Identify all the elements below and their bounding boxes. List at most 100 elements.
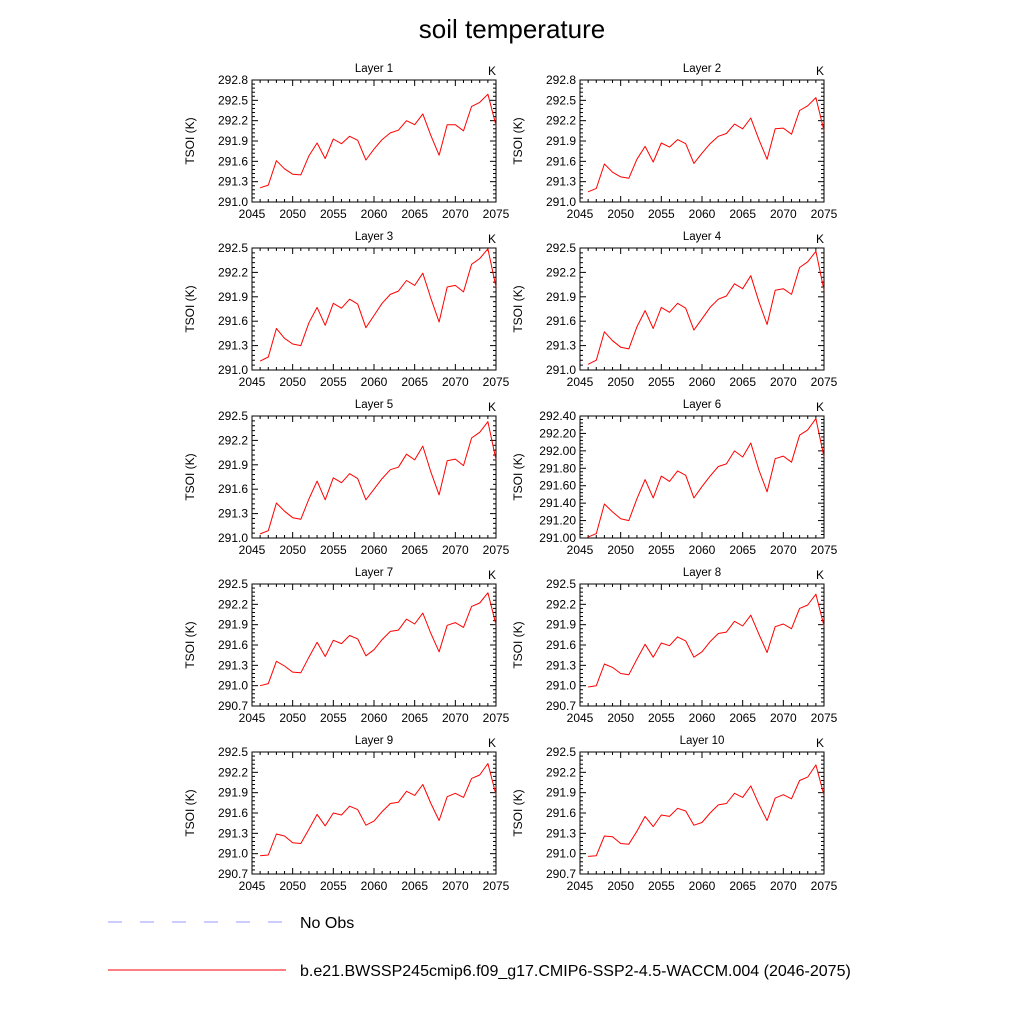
x-tick-label: 2070: [770, 879, 797, 893]
y-tick-label: 292.00: [539, 444, 576, 458]
series-line: [587, 250, 825, 365]
x-tick-label: 2075: [483, 879, 510, 893]
x-tick-label: 2050: [279, 711, 306, 725]
x-tick-label: 2050: [607, 711, 634, 725]
x-tick-label: 2075: [483, 543, 510, 557]
y-tick-label: 291.40: [539, 496, 576, 510]
y-tick-label: 292.2: [546, 597, 576, 611]
x-tick-label: 2045: [567, 543, 594, 557]
x-tick-label: 2075: [483, 711, 510, 725]
y-tick-label: 291.3: [218, 507, 248, 521]
x-tick-label: 2060: [689, 207, 716, 221]
y-tick-label: 292.2: [218, 114, 248, 128]
x-tick-label: 2055: [648, 711, 675, 725]
x-tick-label: 2065: [729, 375, 756, 389]
y-tick-label: 291.6: [218, 314, 248, 328]
x-tick-label: 2055: [320, 543, 347, 557]
x-tick-label: 2070: [442, 711, 469, 725]
y-axis-label: TSOI (K): [511, 789, 525, 836]
y-axis-label: TSOI (K): [183, 621, 197, 668]
legend-label-2: b.e21.BWSSP245cmip6.f09_g17.CMIP6-SSP2-4…: [300, 963, 851, 980]
y-tick-label: 291.80: [539, 461, 576, 475]
y-tick-label: 292.5: [546, 241, 576, 255]
y-tick-label: 291.9: [546, 618, 576, 632]
y-tick-label: 291.3: [218, 339, 248, 353]
y-axis-label: TSOI (K): [183, 453, 197, 500]
y-tick-label: 292.5: [218, 745, 248, 759]
panel-2: 2045 2050 2055 2060 2065 2070 2075 291.0 291.3 29…: [511, 63, 838, 221]
x-tick-label: 2045: [239, 711, 266, 725]
x-tick-label: 2055: [648, 879, 675, 893]
y-tick-label: 291.9: [546, 290, 576, 304]
y-tick-label: 292.8: [218, 73, 248, 87]
y-tick-label: 291.9: [546, 786, 576, 800]
x-tick-label: 2045: [567, 879, 594, 893]
panel-6: 2045 2050 2055 2060 2065 2070 2075 291.00 291.20…: [511, 399, 838, 557]
y-tick-label: 291.6: [218, 638, 248, 652]
x-tick-label: 2060: [689, 879, 716, 893]
x-tick-label: 2060: [361, 207, 388, 221]
y-axis-label: TSOI (K): [511, 285, 525, 332]
x-tick-label: 2055: [320, 207, 347, 221]
x-tick-label: 2050: [279, 543, 306, 557]
x-tick-label: 2060: [361, 543, 388, 557]
x-tick-label: 2050: [607, 543, 634, 557]
y-tick-label: 291.3: [218, 826, 248, 840]
y-tick-label: 292.5: [546, 745, 576, 759]
y-tick-label: 292.5: [218, 241, 248, 255]
y-axis-label: TSOI (K): [183, 789, 197, 836]
series-line: [260, 763, 497, 857]
x-tick-label: 2055: [320, 879, 347, 893]
x-tick-label: 2045: [239, 879, 266, 893]
y-tick-label: 292.40: [539, 409, 576, 423]
series-line: [588, 593, 825, 688]
y-axis-label: TSOI (K): [511, 117, 525, 164]
x-tick-label: 2075: [483, 375, 510, 389]
legend-label-1: No Obs: [300, 915, 354, 932]
y-tick-label: 291.6: [546, 806, 576, 820]
panel-title: Layer 10: [680, 735, 725, 747]
x-tick-label: 2070: [442, 543, 469, 557]
x-tick-label: 2050: [279, 375, 306, 389]
x-tick-label: 2060: [361, 711, 388, 725]
panel-5: 2045 2050 2055 2060 2065 2070 2075 291.0 291.3 29…: [183, 399, 510, 557]
y-tick-label: 291.9: [218, 458, 248, 472]
x-tick-label: 2055: [320, 711, 347, 725]
x-tick-label: 2075: [811, 543, 838, 557]
x-tick-label: 2070: [770, 207, 797, 221]
x-tick-label: 2065: [729, 207, 756, 221]
series-line: [259, 248, 497, 362]
x-tick-label: 2065: [729, 879, 756, 893]
y-tick-label: 291.0: [218, 679, 248, 693]
x-tick-label: 2050: [279, 207, 306, 221]
y-tick-label: 292.2: [218, 265, 248, 279]
y-tick-label: 290.7: [546, 699, 576, 713]
panel-3: 2045 2050 2055 2060 2065 2070 2075 291.0 291.3 29…: [183, 231, 510, 389]
x-tick-label: 2070: [770, 375, 797, 389]
y-tick-label: 292.8: [546, 73, 576, 87]
x-tick-label: 2045: [239, 375, 266, 389]
y-tick-label: 291.0: [218, 847, 248, 861]
y-tick-label: 291.3: [546, 175, 576, 189]
y-axis-label: TSOI (K): [183, 285, 197, 332]
x-tick-label: 2045: [239, 207, 266, 221]
series-line: [259, 592, 497, 687]
figure-title: soil temperature: [418, 14, 606, 44]
y-tick-label: 291.0: [218, 195, 248, 209]
panel-title: Layer 6: [683, 399, 721, 411]
y-tick-label: 291.3: [546, 658, 576, 672]
y-tick-label: 291.60: [539, 479, 576, 493]
y-tick-label: 291.6: [546, 314, 576, 328]
panel-title: Layer 3: [355, 231, 393, 243]
panel-title: Layer 5: [355, 399, 393, 411]
series-line: [588, 764, 825, 857]
x-tick-label: 2065: [729, 543, 756, 557]
y-tick-label: 292.2: [218, 597, 248, 611]
x-tick-label: 2065: [401, 711, 428, 725]
y-tick-label: 291.6: [218, 806, 248, 820]
unit-label: K: [816, 232, 824, 246]
y-tick-label: 290.7: [218, 867, 248, 881]
y-tick-label: 292.5: [218, 409, 248, 423]
